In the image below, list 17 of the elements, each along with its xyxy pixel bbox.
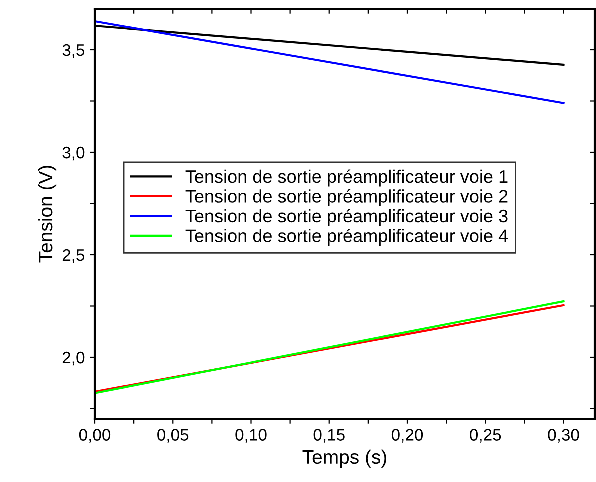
x-tick-label: 0,30 [548, 429, 580, 443]
y-tick-label: 2,5 [62, 249, 85, 264]
x-tick-label: 0,20 [392, 429, 424, 443]
x-tick-label: 0,10 [236, 429, 267, 443]
x-tick-label: 0,00 [79, 429, 111, 443]
legend-label: Tension de sortie préamplificateur voie 4 [186, 228, 508, 246]
x-tick-label: 0,15 [314, 429, 345, 443]
x-tick-label: 0,05 [158, 429, 189, 443]
y-tick-label: 2,0 [62, 352, 85, 366]
x-axis-title: Temps (s) [302, 450, 386, 468]
y-tick-label: 3,5 [62, 44, 85, 58]
x-tick-label: 0,25 [470, 429, 502, 443]
legend-label: Tension de sortie préamplificateur voie 2 [186, 189, 508, 206]
legend-label: Tension de sortie préamplificateur voie 1 [186, 170, 508, 187]
legend-label: Tension de sortie préamplificateur voie 3 [186, 209, 508, 226]
y-axis-title: Tension (V) [38, 166, 57, 263]
y-tick-label: 3,0 [62, 146, 85, 161]
